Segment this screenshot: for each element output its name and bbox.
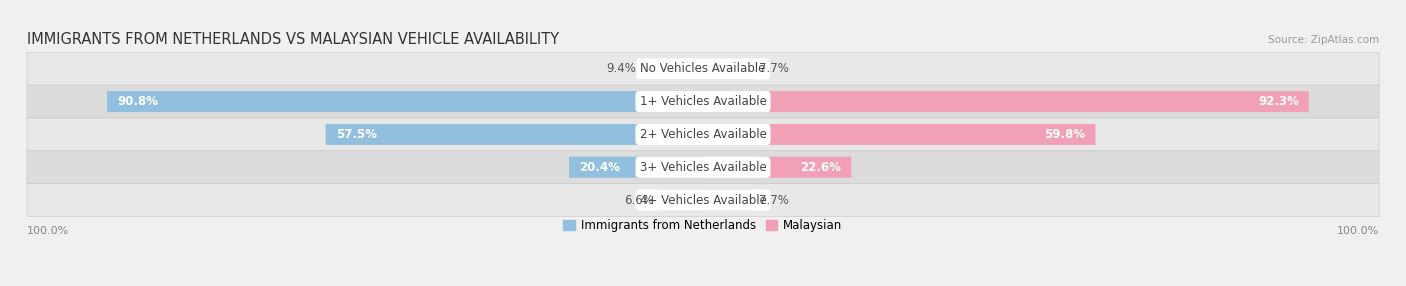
FancyBboxPatch shape	[27, 85, 1379, 118]
FancyBboxPatch shape	[326, 124, 703, 145]
FancyBboxPatch shape	[569, 157, 703, 178]
FancyBboxPatch shape	[703, 157, 852, 178]
Text: 7.7%: 7.7%	[759, 62, 789, 75]
FancyBboxPatch shape	[703, 124, 1095, 145]
Text: 100.0%: 100.0%	[27, 226, 69, 236]
FancyBboxPatch shape	[703, 190, 754, 210]
FancyBboxPatch shape	[27, 184, 1379, 217]
Text: 9.4%: 9.4%	[606, 62, 636, 75]
Text: 1+ Vehicles Available: 1+ Vehicles Available	[640, 95, 766, 108]
Text: 4+ Vehicles Available: 4+ Vehicles Available	[640, 194, 766, 206]
FancyBboxPatch shape	[27, 52, 1379, 85]
Text: 59.8%: 59.8%	[1045, 128, 1085, 141]
Text: 22.6%: 22.6%	[800, 161, 841, 174]
Text: 90.8%: 90.8%	[117, 95, 157, 108]
Text: 92.3%: 92.3%	[1258, 95, 1299, 108]
Text: 20.4%: 20.4%	[579, 161, 620, 174]
Text: 100.0%: 100.0%	[1337, 226, 1379, 236]
FancyBboxPatch shape	[703, 91, 1309, 112]
Legend: Immigrants from Netherlands, Malaysian: Immigrants from Netherlands, Malaysian	[558, 214, 848, 237]
FancyBboxPatch shape	[703, 58, 754, 79]
FancyBboxPatch shape	[641, 58, 703, 79]
Text: 6.6%: 6.6%	[624, 194, 654, 206]
FancyBboxPatch shape	[659, 190, 703, 210]
FancyBboxPatch shape	[107, 91, 703, 112]
Text: 3+ Vehicles Available: 3+ Vehicles Available	[640, 161, 766, 174]
FancyBboxPatch shape	[27, 151, 1379, 184]
Text: IMMIGRANTS FROM NETHERLANDS VS MALAYSIAN VEHICLE AVAILABILITY: IMMIGRANTS FROM NETHERLANDS VS MALAYSIAN…	[27, 32, 560, 47]
Text: 7.7%: 7.7%	[759, 194, 789, 206]
Text: No Vehicles Available: No Vehicles Available	[640, 62, 766, 75]
Text: 57.5%: 57.5%	[336, 128, 377, 141]
Text: 2+ Vehicles Available: 2+ Vehicles Available	[640, 128, 766, 141]
FancyBboxPatch shape	[27, 118, 1379, 151]
Text: Source: ZipAtlas.com: Source: ZipAtlas.com	[1268, 35, 1379, 45]
